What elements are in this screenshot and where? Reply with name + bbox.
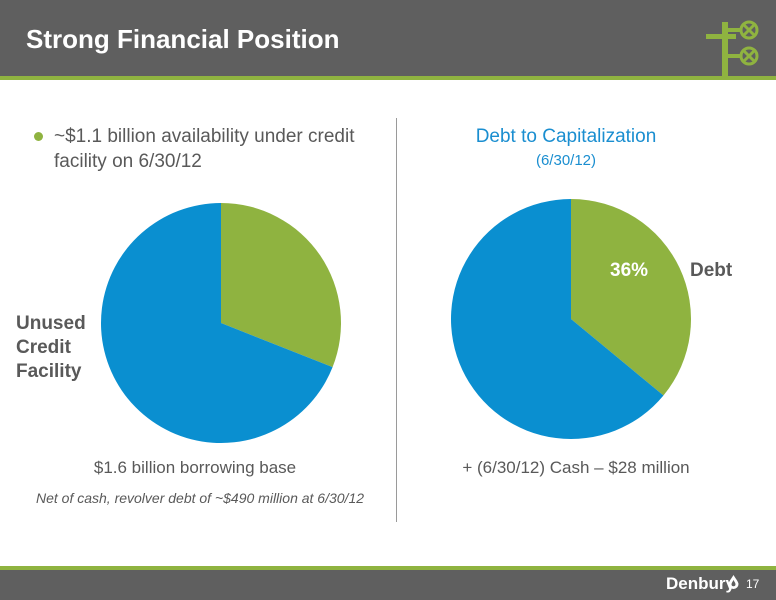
slide-title: Strong Financial Position xyxy=(26,24,340,54)
bullet-dot xyxy=(34,132,43,141)
header-accent-stripe xyxy=(0,76,776,80)
brand-logo-text: Denbury xyxy=(666,574,735,593)
debt-slice-label: Debt xyxy=(690,260,733,281)
page-number: 17 xyxy=(746,577,760,591)
header-bar xyxy=(0,0,776,76)
panel-divider xyxy=(396,118,397,522)
unused-credit-facility-label: Unused Credit Facility xyxy=(16,313,86,382)
credit-facility-pie-chart xyxy=(101,203,341,443)
footer-bar xyxy=(0,570,776,600)
borrowing-base-caption: $1.6 billion borrowing base xyxy=(93,458,297,477)
wellhead-valve-icon xyxy=(706,20,759,76)
availability-bullet: ~$1.1 billion availability under credit … xyxy=(54,126,355,172)
pie-1-slice-0 xyxy=(221,203,341,368)
footer-accent-stripe xyxy=(0,566,776,570)
revolver-debt-note: Net of cash, revolver debt of ~$490 mill… xyxy=(35,490,365,506)
debt-to-cap-title: Debt to Capitalization xyxy=(475,126,657,147)
debt-to-cap-subtitle: (6/30/12) xyxy=(535,152,597,169)
pie-2-slice-1 xyxy=(451,199,664,439)
pie-2-slice-0 xyxy=(571,199,692,396)
cash-caption: + (6/30/12) Cash – $28 million xyxy=(462,458,690,477)
pie-1-slice-1 xyxy=(101,203,333,443)
debt-percent-label: 36% xyxy=(610,260,649,281)
debt-to-cap-pie-chart xyxy=(451,199,692,439)
oil-drop-icon xyxy=(728,575,739,589)
